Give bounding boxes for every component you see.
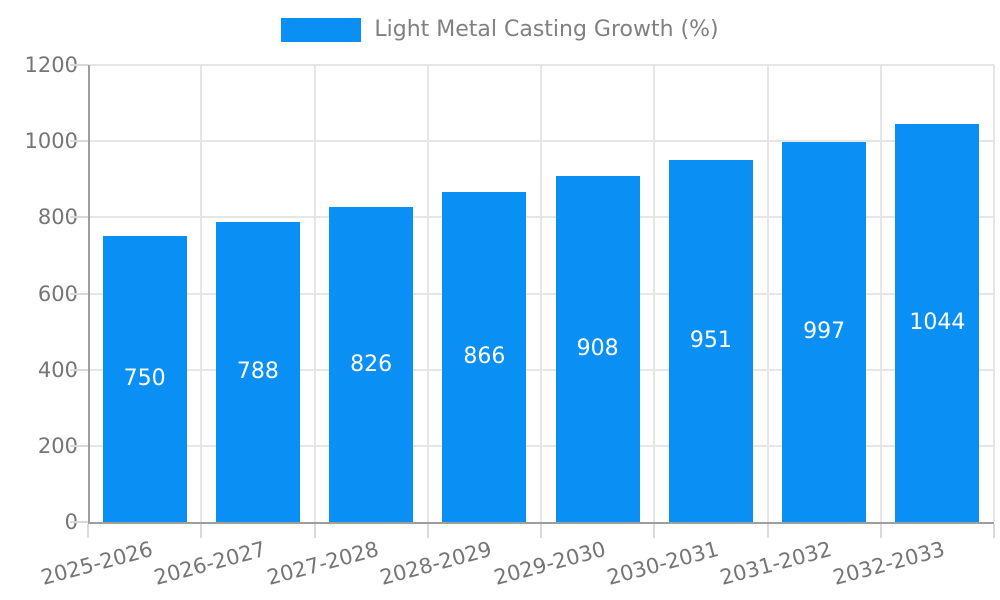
x-axis-line bbox=[88, 522, 994, 524]
x-gridline bbox=[993, 65, 995, 522]
x-gridline bbox=[766, 65, 769, 522]
chart-legend: Light Metal Casting Growth (%) bbox=[0, 17, 1000, 42]
bar bbox=[215, 221, 300, 522]
y-axis-tick bbox=[70, 444, 88, 447]
bar bbox=[895, 124, 980, 522]
y-axis-label: 0 bbox=[0, 510, 78, 534]
bar bbox=[555, 176, 640, 522]
bar-value-label: 951 bbox=[689, 327, 732, 353]
y-axis-tick bbox=[70, 216, 88, 219]
bar-value-label: 788 bbox=[236, 358, 279, 384]
y-axis-label: 400 bbox=[37, 357, 78, 382]
y-axis-label: 600 bbox=[37, 281, 78, 306]
x-gridline bbox=[313, 65, 316, 522]
bar-value-label: 1044 bbox=[909, 310, 966, 336]
bar bbox=[668, 159, 753, 522]
legend-label: Light Metal Casting Growth (%) bbox=[374, 17, 719, 42]
y-axis-label: 1200 bbox=[24, 53, 78, 77]
bar bbox=[442, 192, 527, 522]
bar-value-label: 997 bbox=[803, 319, 846, 345]
legend-color-swatch bbox=[281, 17, 362, 42]
x-axis-tick bbox=[426, 524, 429, 538]
x-axis-tick bbox=[766, 524, 769, 538]
x-axis-tick bbox=[879, 524, 882, 538]
bar bbox=[102, 236, 187, 522]
y-axis-label: 1000 bbox=[24, 129, 78, 154]
bar-value-label: 826 bbox=[350, 351, 393, 377]
x-axis-tick bbox=[313, 524, 316, 538]
y-axis-line bbox=[88, 65, 90, 524]
x-axis-tick bbox=[540, 524, 542, 538]
x-gridline bbox=[426, 65, 429, 522]
x-gridline bbox=[879, 65, 882, 522]
y-axis-tick bbox=[70, 64, 88, 66]
x-axis-tick bbox=[87, 524, 89, 538]
bar bbox=[782, 142, 867, 522]
y-axis-label: 200 bbox=[37, 433, 78, 458]
y-axis-tick bbox=[70, 140, 88, 143]
y-axis-label: 800 bbox=[37, 205, 78, 230]
bar-value-label: 908 bbox=[576, 336, 619, 362]
bar bbox=[329, 207, 414, 522]
y-axis-tick bbox=[70, 521, 88, 523]
bar-value-label: 866 bbox=[463, 344, 506, 370]
y-axis-tick bbox=[70, 292, 88, 295]
x-axis-tick bbox=[653, 524, 656, 538]
x-gridline bbox=[540, 65, 542, 522]
x-axis-tick bbox=[993, 524, 995, 538]
y-axis-tick bbox=[70, 368, 88, 371]
x-gridline bbox=[200, 65, 203, 522]
x-gridline bbox=[653, 65, 656, 522]
bar-value-label: 750 bbox=[123, 366, 166, 392]
x-axis-tick bbox=[200, 524, 203, 538]
